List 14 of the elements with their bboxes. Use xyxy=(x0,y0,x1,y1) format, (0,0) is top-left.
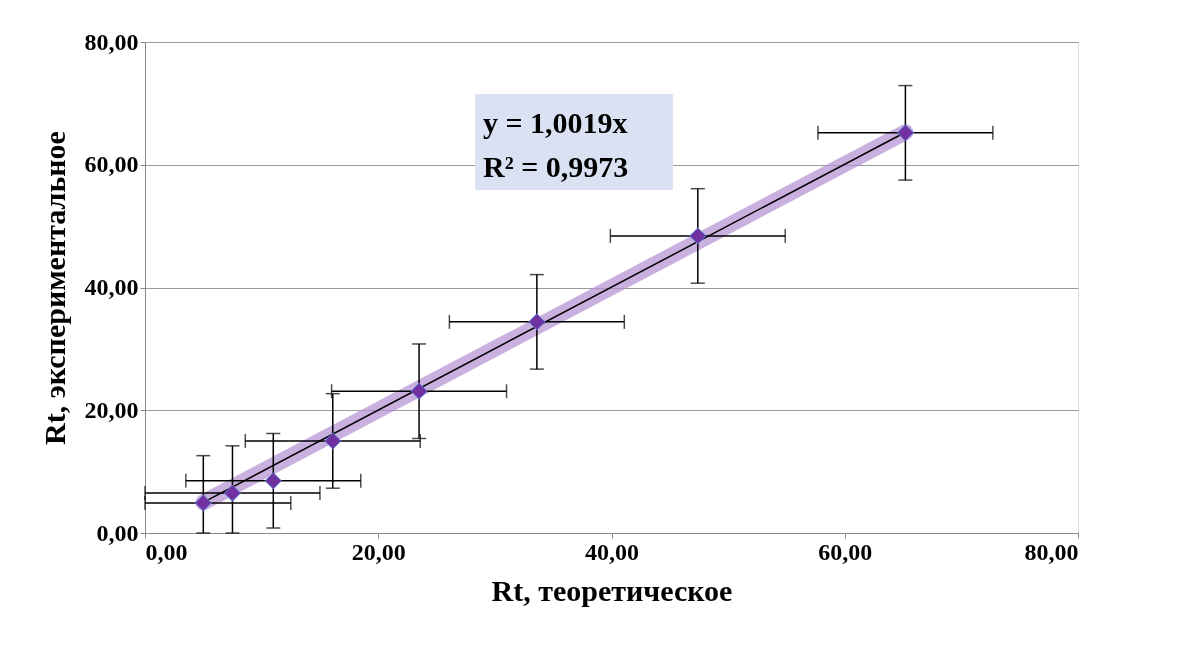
x-tick-label: 60,00 xyxy=(818,538,873,565)
annotation: R² = 0,9973 xyxy=(483,150,629,183)
y-tick-label: 80,00 xyxy=(84,28,139,55)
y-tick-label: 0,00 xyxy=(96,519,139,546)
y-axis-title: Rt, экспериментальное xyxy=(37,131,71,445)
x-tick-label: 40,00 xyxy=(585,538,639,565)
y-tick-label: 20,00 xyxy=(84,396,139,423)
y-tick-label: 60,00 xyxy=(84,151,139,178)
x-tick-label: 80,00 xyxy=(1024,538,1079,565)
x-tick-label: 20,00 xyxy=(351,538,406,565)
annotation: y = 1,0019x xyxy=(483,106,628,139)
y-tick-label: 40,00 xyxy=(84,274,139,300)
x-axis-title: Rt, теоретическое xyxy=(491,573,733,607)
x-tick-label: 0,00 xyxy=(145,538,188,565)
